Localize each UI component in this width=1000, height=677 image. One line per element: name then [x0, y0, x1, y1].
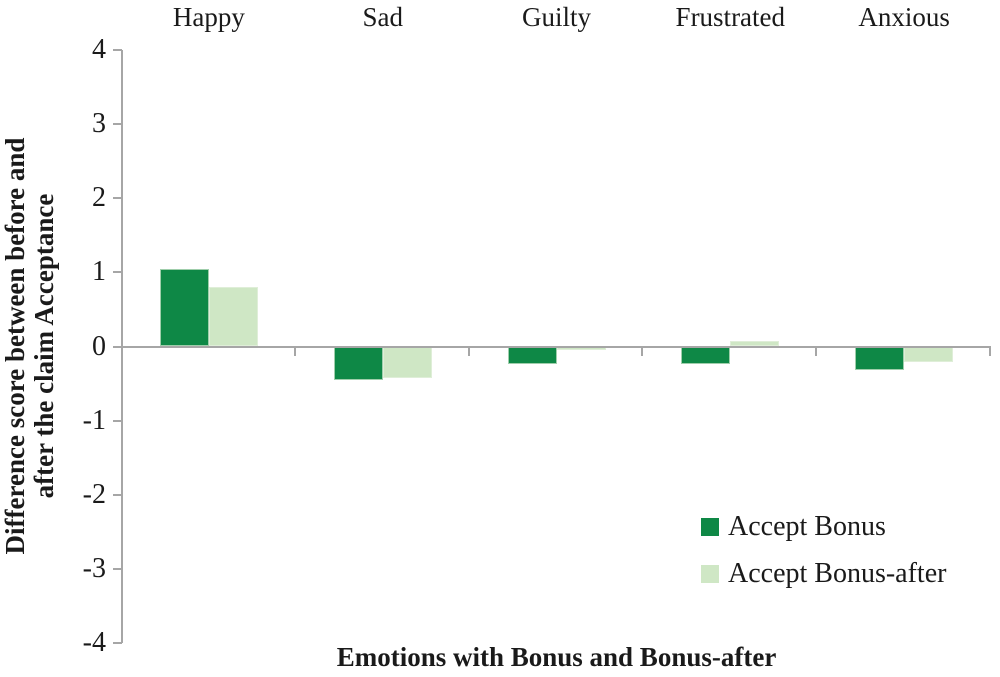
x-tick-mark-2 [467, 346, 470, 356]
bar-accept-bonus-after-anxious [904, 346, 954, 363]
x-tick-mark-4 [815, 346, 818, 356]
bar-accept-bonus-after-sad [382, 346, 432, 379]
legend-swatch-accept-bonus-after-icon [701, 565, 719, 583]
y-tick-label-neg3: -3 [82, 552, 106, 584]
bar-accept-bonus-frustrated [681, 346, 731, 364]
x-axis-line [122, 345, 991, 348]
bar-accept-bonus-guilty [507, 346, 557, 364]
y-tick-mark-neg1 [113, 419, 122, 422]
bar-accept-bonus-after-happy [208, 287, 258, 347]
y-tick-mark-4 [113, 49, 122, 51]
legend-item-accept-bonus: Accept Bonus [701, 508, 946, 546]
y-tick-mark-neg2 [113, 493, 122, 496]
y-tick-mark-2 [113, 197, 122, 200]
category-label-sad: Sad [362, 2, 403, 32]
y-tick-label-3: 3 [92, 108, 106, 140]
x-tick-mark-5 [989, 346, 991, 356]
category-label-frustrated: Frustrated [675, 2, 786, 32]
bar-accept-bonus-anxious [855, 346, 905, 371]
x-tick-mark-1 [293, 346, 296, 356]
y-tick-label-neg2: -2 [82, 478, 106, 510]
y-tick-label-neg4: -4 [82, 627, 106, 658]
y-tick-label-1: 1 [92, 256, 106, 288]
legend-label-accept-bonus: Accept Bonus [728, 511, 886, 542]
y-tick-label-4: 4 [92, 34, 106, 65]
y-tick-mark-3 [113, 123, 122, 126]
legend: Accept Bonus Accept Bonus-after [701, 508, 946, 602]
bar-accept-bonus-happy [159, 268, 209, 347]
y-tick-mark-neg3 [113, 567, 122, 570]
y-tick-mark-0 [113, 345, 122, 348]
legend-label-accept-bonus-after: Accept Bonus-after [728, 558, 947, 589]
legend-item-accept-bonus-after: Accept Bonus-after [701, 555, 946, 593]
y-tick-label-neg1: -1 [82, 404, 106, 436]
y-tick-label-2: 2 [92, 182, 106, 214]
y-tick-mark-neg4 [113, 642, 122, 644]
y-axis-title-line1: Difference score between before and [0, 137, 30, 555]
x-tick-mark-3 [641, 346, 644, 356]
category-label-guilty: Guilty [521, 2, 591, 32]
y-tick-mark-1 [113, 271, 122, 274]
category-label-happy: Happy [172, 2, 245, 32]
bar-accept-bonus-sad [333, 346, 383, 380]
y-axis-line [121, 50, 123, 643]
category-label-anxious: Anxious [858, 2, 950, 32]
x-axis-title: Emotions with Bonus and Bonus-after [336, 642, 777, 672]
y-tick-label-0: 0 [92, 330, 106, 362]
legend-swatch-accept-bonus-icon [701, 518, 719, 536]
